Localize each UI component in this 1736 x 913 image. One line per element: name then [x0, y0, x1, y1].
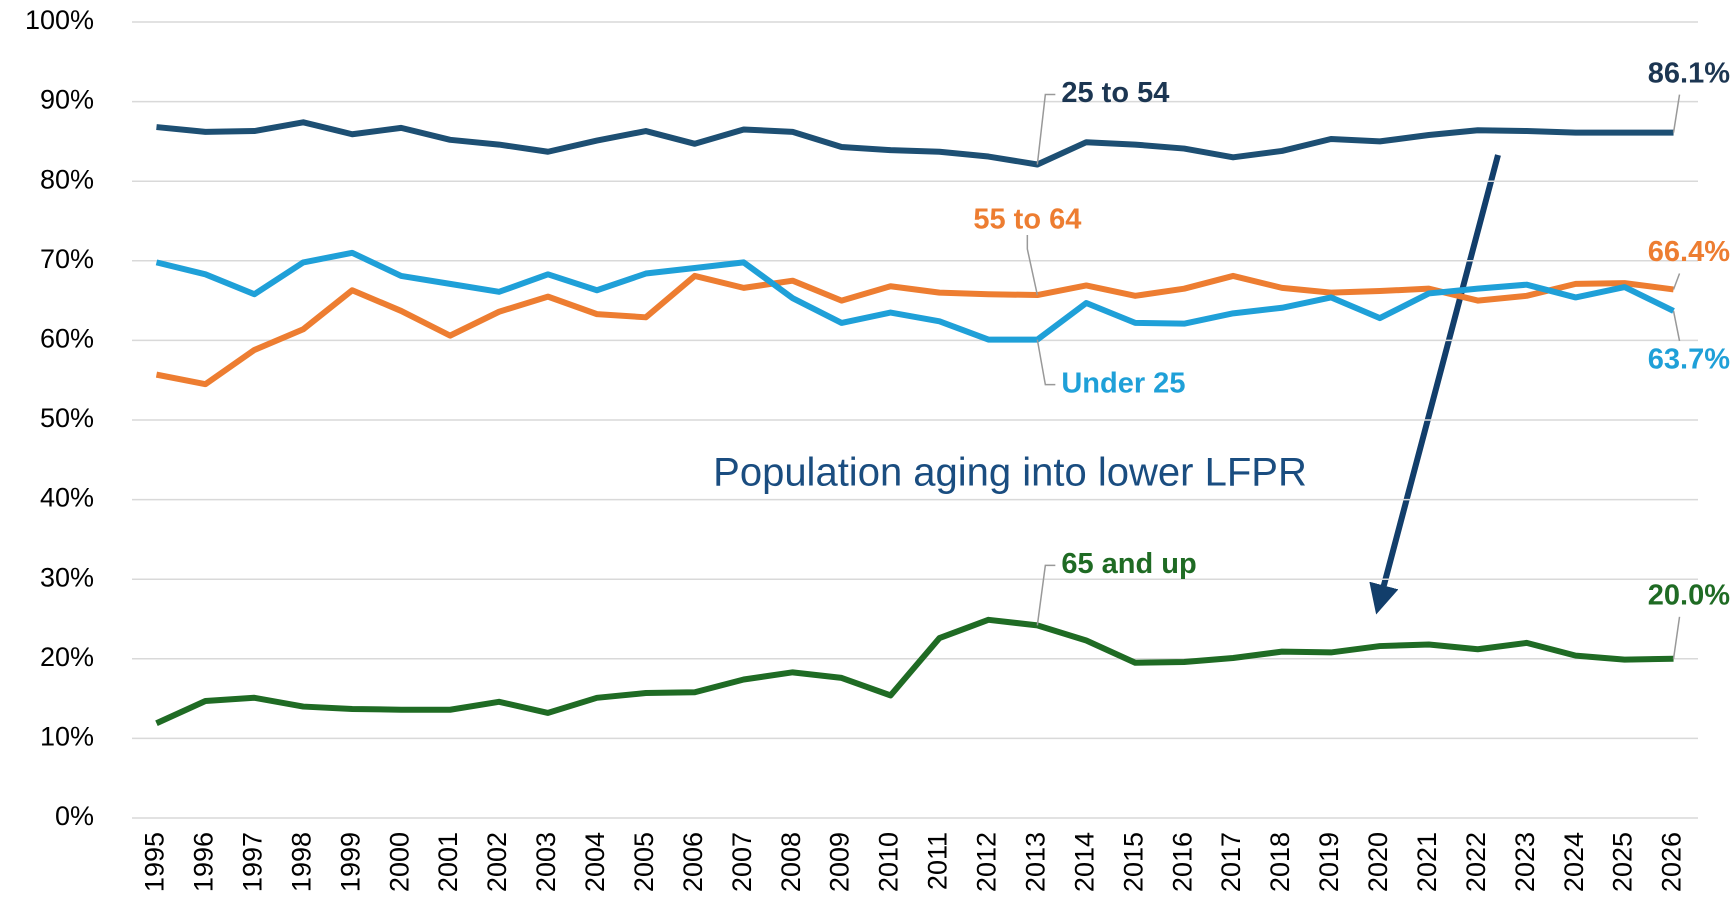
annotation: Population aging into lower LFPR [713, 451, 1307, 495]
x-tick-label: 1998 [286, 832, 316, 892]
x-tick-label: 2025 [1608, 832, 1638, 892]
series-line [156, 119, 1674, 168]
y-tick-label: 100% [25, 5, 94, 35]
x-tick-label: 2026 [1657, 832, 1687, 892]
x-tick-label: 2020 [1363, 832, 1393, 892]
leader-line [1672, 310, 1681, 342]
series-label: Under 25 [1061, 367, 1185, 399]
x-tick-label: 1996 [189, 832, 219, 892]
x-tick-label: 2024 [1559, 832, 1589, 892]
x-tick-label: 1995 [140, 832, 170, 892]
x-tick-label: 2009 [825, 832, 855, 892]
x-tick-label: 2002 [482, 832, 512, 892]
leader-line [1672, 616, 1681, 659]
y-tick-label: 40% [40, 483, 94, 513]
x-tick-label: 2014 [1069, 832, 1099, 892]
x-tick-label: 1999 [335, 832, 365, 892]
x-tick-label: 1997 [237, 832, 267, 892]
value-label: 86.1% [1648, 57, 1730, 89]
leader-line [1672, 273, 1681, 290]
y-tick-label: 0% [55, 801, 94, 831]
arrow [1369, 154, 1501, 615]
x-tick-label: 2008 [776, 832, 806, 892]
leader-line [1036, 339, 1056, 386]
x-tick-label: 2007 [727, 832, 757, 892]
x-tick-label: 2003 [531, 832, 561, 892]
leader-line [1036, 564, 1056, 626]
value-label: 66.4% [1648, 236, 1730, 268]
series-line [155, 616, 1674, 727]
x-tick-label: 2017 [1216, 832, 1246, 892]
series-label: 55 to 64 [973, 204, 1081, 236]
x-tick-label: 2005 [629, 832, 659, 892]
value-label: 20.0% [1648, 579, 1730, 611]
x-tick-label: 2018 [1265, 832, 1295, 892]
x-tick-label: 2021 [1412, 832, 1442, 892]
leader-line [1026, 235, 1039, 296]
x-tick-label: 2004 [580, 832, 610, 892]
x-tick-label: 2022 [1461, 832, 1491, 892]
y-tick-label: 30% [40, 562, 94, 592]
x-tick-label: 2016 [1167, 832, 1197, 892]
series-label: 65 and up [1061, 548, 1196, 580]
x-tick-label: 2012 [972, 832, 1002, 892]
y-tick-label: 50% [40, 403, 94, 433]
series-label: 25 to 54 [1061, 77, 1169, 109]
series-line [155, 249, 1675, 343]
x-tick-label: 2001 [433, 832, 463, 892]
x-tick-label: 2010 [874, 832, 904, 892]
series-line [155, 272, 1674, 388]
leader-line [1036, 93, 1056, 165]
y-tick-label: 60% [40, 324, 94, 354]
x-tick-label: 2023 [1510, 832, 1540, 892]
value-label: 63.7% [1648, 344, 1730, 376]
x-tick-label: 2019 [1314, 832, 1344, 892]
x-tick-label: 2015 [1118, 832, 1148, 892]
x-tick-label: 2011 [923, 832, 953, 890]
leader-line [1672, 94, 1681, 133]
y-tick-label: 80% [40, 164, 94, 194]
y-tick-label: 20% [40, 642, 94, 672]
y-tick-label: 10% [40, 722, 94, 752]
y-tick-label: 90% [40, 85, 94, 115]
x-tick-label: 2006 [678, 832, 708, 892]
x-tick-label: 2013 [1020, 832, 1050, 892]
y-tick-label: 70% [40, 244, 94, 274]
x-tick-label: 2000 [384, 832, 414, 892]
